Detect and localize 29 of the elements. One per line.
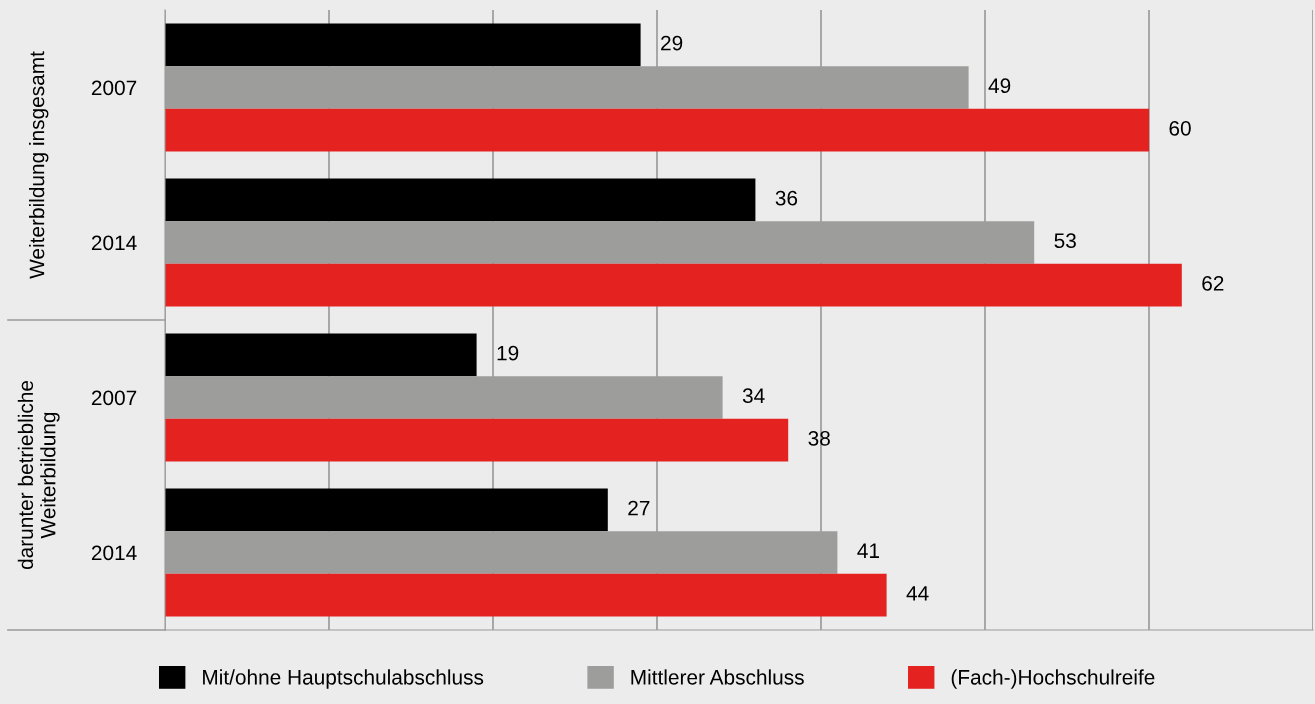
- data-label: 53: [1054, 233, 1076, 249]
- y-tick-label: 2007: [91, 390, 137, 406]
- data-label: 44: [906, 586, 929, 601]
- text: darunter betriebliche Weiterbildung: [17, 380, 60, 570]
- text: Weiterbildung insgesamt: [29, 51, 49, 279]
- legend-label: (Fach-)Hochschulreife: [951, 669, 1155, 689]
- y-tick-label: 2007: [91, 80, 137, 96]
- bar: [165, 108, 1149, 152]
- y-tick-label: 2014: [91, 545, 137, 561]
- bar: [165, 488, 608, 532]
- y-tick-label: 2014: [91, 235, 137, 251]
- data-label: 41: [857, 543, 879, 558]
- data-label: 62: [1202, 275, 1224, 291]
- bar: [165, 263, 1182, 307]
- data-label: 27: [628, 500, 650, 516]
- bar: [165, 573, 887, 617]
- bar: [165, 178, 756, 222]
- data-label: 29: [661, 35, 683, 51]
- legend-label: Mittlerer Abschluss: [631, 669, 804, 685]
- bar: [165, 418, 789, 462]
- data-label: 60: [1169, 120, 1191, 136]
- data-label: 38: [808, 430, 830, 446]
- data-label: 49: [988, 78, 1011, 94]
- data-label: 34: [742, 388, 765, 404]
- data-label: 19: [497, 345, 519, 361]
- bar: [165, 23, 641, 67]
- bar: [165, 333, 477, 377]
- legend-label: Mit/ohne Hauptschulabschluss: [203, 669, 484, 689]
- data-label: 36: [775, 190, 798, 206]
